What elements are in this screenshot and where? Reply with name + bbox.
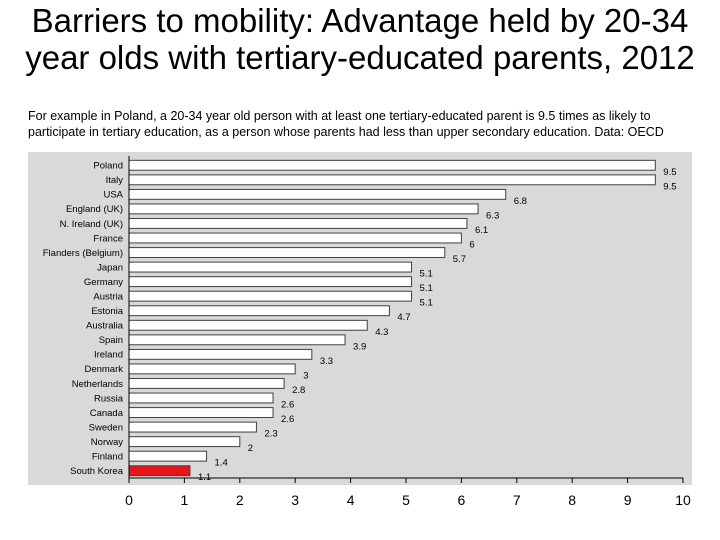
bar — [128, 348, 313, 360]
bar — [128, 436, 241, 448]
data-label: 6.1 — [475, 225, 488, 236]
data-label: 6.8 — [514, 196, 527, 207]
slide-subtitle: For example in Poland, a 20-34 year old … — [28, 109, 664, 139]
category-label: Italy — [106, 175, 124, 186]
category-label: France — [93, 233, 123, 244]
category-label: Poland — [93, 161, 123, 172]
data-label: 4.3 — [375, 327, 388, 338]
x-tick-label: 6 — [458, 492, 466, 508]
bar — [128, 232, 462, 244]
category-label: Denmark — [84, 364, 123, 375]
data-label: 2.3 — [264, 429, 277, 440]
category-label: South Korea — [70, 466, 124, 477]
bar — [128, 378, 285, 389]
bar — [128, 203, 479, 215]
bar — [128, 334, 346, 346]
bar — [128, 276, 413, 288]
category-label: Norway — [91, 437, 123, 448]
x-tick-label: 2 — [236, 492, 244, 508]
bar — [128, 174, 656, 186]
bar — [128, 218, 468, 229]
bar — [128, 290, 413, 302]
data-label: 3.9 — [353, 341, 366, 352]
category-label: Australia — [86, 321, 124, 332]
data-label: 5.1 — [420, 269, 433, 280]
category-label: USA — [103, 190, 123, 201]
data-label: 9.5 — [663, 167, 676, 178]
bar — [128, 159, 656, 171]
data-label: 6.3 — [486, 210, 499, 221]
category-label: Canada — [90, 408, 124, 419]
data-label: 2.6 — [281, 414, 294, 425]
x-tick-label: 4 — [347, 492, 355, 508]
x-tick-label: 1 — [181, 492, 189, 508]
axis-label-band — [28, 485, 692, 516]
bar — [128, 188, 507, 200]
bar — [128, 261, 413, 273]
category-label: Ireland — [94, 350, 123, 361]
category-label: Germany — [84, 277, 123, 288]
category-label: Estonia — [91, 306, 123, 317]
data-label: 4.7 — [397, 312, 410, 323]
x-tick-label: 3 — [291, 492, 299, 508]
category-label: Netherlands — [72, 379, 123, 390]
x-tick-label: 10 — [675, 492, 691, 508]
category-label: England (UK) — [66, 204, 123, 215]
category-label: Flanders (Belgium) — [43, 248, 123, 259]
x-tick-label: 8 — [568, 492, 576, 508]
category-label: Spain — [99, 335, 123, 346]
bar-highlight — [128, 465, 191, 477]
category-label: Austria — [93, 291, 123, 302]
category-label: Japan — [97, 262, 123, 273]
data-label: 3.3 — [320, 356, 333, 367]
bar — [128, 305, 390, 317]
data-label: 2.8 — [292, 385, 305, 396]
bar — [128, 421, 257, 433]
category-label: N. Ireland (UK) — [60, 219, 123, 230]
data-label: 5.7 — [453, 254, 466, 265]
data-label: 2 — [248, 443, 253, 454]
x-tick-label: 9 — [624, 492, 632, 508]
bar — [128, 392, 274, 404]
data-label: 5.1 — [420, 283, 433, 294]
data-label: 3 — [303, 370, 308, 381]
category-label: Finland — [92, 451, 123, 462]
slide-title: Barriers to mobility: Advantage held by … — [25, 2, 695, 76]
bar — [128, 450, 208, 462]
bar — [128, 407, 274, 418]
bar — [128, 247, 446, 258]
x-tick-label: 5 — [402, 492, 410, 508]
data-label: 9.5 — [663, 181, 676, 192]
data-label: 5.1 — [420, 298, 433, 309]
data-label: 2.6 — [281, 400, 294, 411]
bar-chart: Poland 9.5 Italy 9.5 USA 6.8 England (UK) 6.3 N.… — [28, 152, 692, 516]
bar — [128, 363, 296, 375]
bar — [128, 319, 368, 331]
category-label: Sweden — [89, 422, 123, 433]
category-label: Russia — [94, 393, 124, 404]
x-tick-label: 0 — [125, 492, 133, 508]
data-label: 1.4 — [215, 458, 228, 469]
data-label: 6 — [469, 240, 474, 251]
x-tick-label: 7 — [513, 492, 521, 508]
